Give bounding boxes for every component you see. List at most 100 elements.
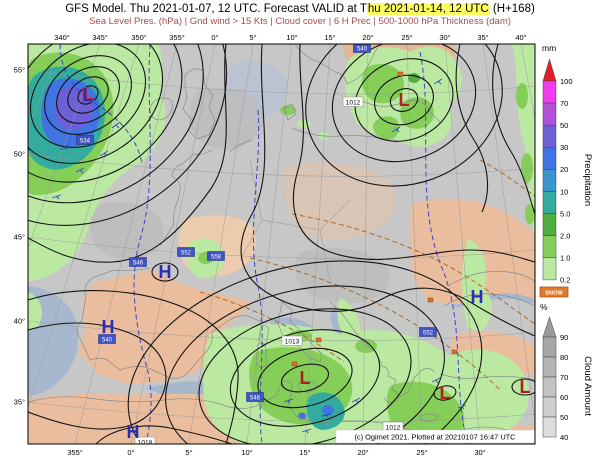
- precip-arrow: [542, 58, 557, 82]
- thickness-label: 552: [181, 250, 192, 256]
- thickness-label-box: [419, 327, 437, 337]
- thickness-label-box: [246, 392, 264, 402]
- axis-label-bottom: 25°: [416, 448, 427, 457]
- precip-scale-label: 70: [560, 99, 568, 108]
- axis-label-top: 10°: [286, 33, 297, 42]
- axis-label-top: 25°: [401, 33, 412, 42]
- cloud-scale-label: 40: [560, 433, 568, 442]
- thickness-label-box: [98, 334, 116, 344]
- cloud-scale-label: 90: [560, 333, 568, 342]
- axis-left: 55° 50° 45° 40° 35°: [14, 66, 25, 407]
- pressure-center-low: L: [399, 90, 410, 110]
- axis-label-bottom: 5°: [185, 448, 192, 457]
- precip-scale-label: 5.0: [560, 209, 570, 218]
- thickness-label: 540: [357, 46, 368, 52]
- pressure-center-high: H: [127, 422, 140, 442]
- cloud-scale-label: 60: [560, 393, 568, 402]
- axis-label-bottom: 20°: [357, 448, 368, 457]
- cloud-scale-title: Cloud Amount: [582, 356, 593, 416]
- thickness-label-box: [353, 44, 371, 53]
- cloud-scale-label: 70: [560, 373, 568, 382]
- axis-label-left: 55°: [14, 66, 25, 75]
- attribution-text: (c) Ogimet 2021. Plotted at 20210107 16:…: [354, 433, 516, 442]
- axis-label-bottom: 10°: [241, 448, 252, 457]
- precip-scale-segment: [542, 102, 557, 126]
- pressure-centers-layer: L L H H H H L L L: [82, 84, 531, 442]
- thickness-label: 552: [423, 330, 434, 336]
- cloud-scale-label: 80: [560, 353, 568, 362]
- thickness-label: 546: [250, 395, 261, 401]
- axis-top: 340° 345° 350° 355° 0° 5° 10° 15° 20° 25° 30° 35° 40…: [54, 33, 526, 42]
- pressure-center-high: H: [471, 287, 484, 307]
- axis-label-left: 45°: [14, 233, 25, 242]
- precip-scale-segment: [542, 169, 557, 192]
- axis-label-left: 35°: [14, 398, 25, 407]
- graticule-layer: [28, 44, 535, 444]
- cloud-scale-segment: [542, 416, 557, 438]
- title-prefix: GFS Model. Thu 2021-01-07, 12 UTC. Forec…: [65, 3, 367, 15]
- axis-label-bottom: 30°: [474, 448, 485, 457]
- thickness-label: 558: [211, 254, 222, 260]
- precip-scale-label: 20: [560, 165, 568, 174]
- axis-label-top: 30°: [439, 33, 450, 42]
- snow-legend-box: [539, 286, 569, 298]
- axis-label-bottom: 355°: [67, 448, 83, 457]
- axis-label-left: 50°: [14, 150, 25, 159]
- thickness-label-box: [129, 257, 147, 267]
- precip-scale-label: 100: [560, 77, 573, 86]
- precip-scale-segment: [542, 191, 557, 214]
- axis-label-bottom: 0°: [127, 448, 134, 457]
- isobar-layer: [28, 44, 535, 444]
- map-frame: [27, 43, 536, 445]
- precip-unit-label: mm: [542, 43, 556, 53]
- attribution: (c) Ogimet 2021. Plotted at 20210107 16:…: [335, 429, 535, 444]
- header: GFS Model. Thu 2021-01-07, 12 UTC. Forec…: [0, 0, 600, 28]
- isobar-label: 1012: [346, 99, 361, 106]
- pressure-center-low: L: [440, 383, 451, 403]
- precip-scale-label: 0.2: [560, 276, 570, 285]
- wind-barb-layer: [51, 78, 467, 434]
- cloud-scale-segment: [542, 356, 557, 378]
- precipitation-legend: mm 100 70 50 30 20 10 5.0 2.0 1.0 0.2 Precipitati…: [542, 43, 593, 285]
- precip-scale-segment: [542, 80, 557, 104]
- axis-bottom: 355° 0° 5° 10° 15° 20° 25° 30°: [67, 448, 485, 457]
- pressure-center-low: L: [83, 85, 94, 105]
- isobar-label: 1018: [138, 439, 153, 446]
- axis-label-top: 5°: [249, 33, 256, 42]
- axis-label-top: 340°: [54, 33, 70, 42]
- precip-scale-segment: [542, 235, 557, 259]
- thickness-label-box: [207, 251, 225, 261]
- precip-scale-label: 30: [560, 143, 568, 152]
- cloud-legend: % 90 80 70 60 50 40 Cloud Amount: [540, 302, 593, 442]
- pressure-center-low: L: [520, 377, 531, 397]
- isobar-label: 1012: [386, 424, 401, 431]
- precip-scale-segment: [542, 124, 557, 148]
- isobar-label-box: [342, 96, 364, 107]
- title-valid-highlight: hu 2021-01-14, 12 UTC: [366, 3, 490, 15]
- precip-scale-segment: [542, 257, 557, 281]
- isobar-label-box: [134, 436, 156, 444]
- thickness-label: 534: [80, 138, 91, 144]
- axis-label-left: 40°: [14, 317, 25, 326]
- axis-label-top: 0°: [211, 33, 218, 42]
- coastline-layer: [28, 44, 535, 433]
- snow-legend: SNOW: [539, 286, 569, 298]
- pressure-center-high: H: [102, 317, 115, 337]
- cloud-scale-segment: [542, 396, 557, 418]
- snow-legend-label: SNOW: [545, 291, 563, 297]
- thickness-label-box: [76, 135, 94, 145]
- axis-label-top: 345°: [92, 33, 108, 42]
- axis-label-top: 35°: [477, 33, 488, 42]
- axis-label-bottom: 15°: [299, 448, 310, 457]
- title-suffix: (H+168): [489, 3, 535, 15]
- isobar-label: 1013: [285, 338, 300, 345]
- precip-scale-label: 50: [560, 121, 568, 130]
- cloud-arrow: [542, 316, 557, 338]
- axis-label-top: 40°: [515, 33, 526, 42]
- snow-marker-layer: [291, 71, 458, 367]
- precip-scale-segment: [542, 213, 557, 236]
- attribution-box: [335, 429, 535, 444]
